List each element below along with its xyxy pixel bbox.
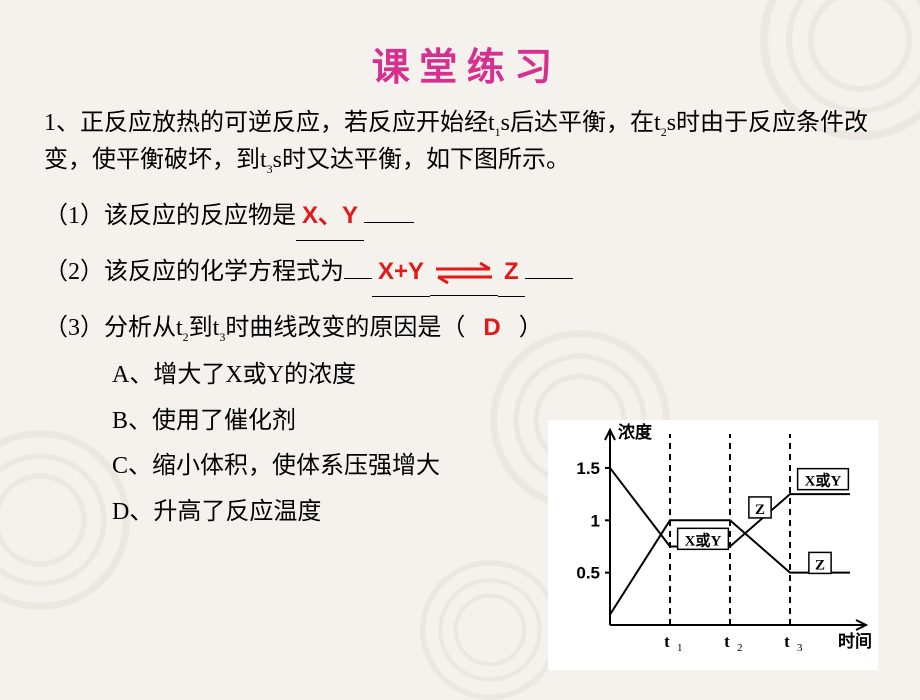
q3-close: ） (519, 315, 543, 341)
svg-text:3: 3 (797, 642, 803, 654)
question-1: （1）该反应的反应物是X、Y (44, 193, 880, 241)
svg-text:2: 2 (737, 642, 743, 654)
eq-arrow-wrap (430, 249, 498, 296)
svg-text:Z: Z (755, 502, 765, 518)
q3-mid: 到t (189, 315, 220, 341)
bg-ornament (420, 560, 560, 700)
blank-line (344, 278, 372, 279)
concentration-time-chart: 1.510.5浓度t1t2t3时间X或YZX或YZ (548, 420, 878, 670)
options-list: A、增大了X或Y的浓度 B、使用了催化剂 C、缩小体积，使体系压强增大 D、升高… (44, 353, 564, 535)
svg-text:Z: Z (815, 557, 825, 573)
svg-text:X或Y: X或Y (805, 472, 842, 490)
svg-text:时间: 时间 (838, 631, 872, 651)
svg-text:1.5: 1.5 (576, 459, 600, 478)
svg-text:1: 1 (677, 642, 683, 654)
svg-text:0.5: 0.5 (576, 564, 600, 583)
page-title: 课 堂 练 习 (44, 36, 880, 91)
option-B: B、使用了催化剂 (112, 399, 564, 445)
svg-text:浓度: 浓度 (618, 422, 653, 442)
intro-text: s后达平衡，在t (501, 110, 661, 136)
question-intro: 1、正反应放热的可逆反应，若反应开始经t1s后达平衡，在t2s时由于反应条件改变… (44, 105, 880, 179)
svg-text:X或Y: X或Y (685, 531, 722, 549)
blank-line (525, 278, 573, 279)
svg-text:1: 1 (591, 511, 600, 530)
intro-text: 1、正反应放热的可逆反应，若反应开始经t (44, 110, 495, 136)
q2-label: （2）该反应的化学方程式为 (44, 259, 344, 285)
svg-text:t: t (724, 632, 730, 651)
svg-text:t: t (664, 632, 670, 651)
q1-answer: X、Y (296, 193, 364, 241)
option-D: D、升高了反应温度 (112, 490, 564, 536)
q3-answer: D (483, 314, 500, 341)
blank-line (364, 222, 414, 223)
q3-post: 时曲线改变的原因是（ (225, 315, 465, 341)
equilibrium-arrow-icon (432, 264, 496, 282)
option-A: A、增大了X或Y的浓度 (112, 353, 564, 399)
intro-text: s时又达平衡，如下图所示。 (273, 147, 570, 173)
q1-label: （1）该反应的反应物是 (44, 203, 296, 229)
option-C: C、缩小体积，使体系压强增大 (112, 444, 564, 490)
q2-rhs: Z (498, 249, 525, 297)
svg-text:t: t (784, 632, 790, 651)
q3-pre: （3）分析从t (44, 315, 183, 341)
question-2: （2）该反应的化学方程式为 X+Y Z (44, 249, 880, 297)
q2-lhs: X+Y (372, 249, 430, 297)
question-3: （3）分析从t2到t3时曲线改变的原因是（ D ） (44, 305, 880, 352)
